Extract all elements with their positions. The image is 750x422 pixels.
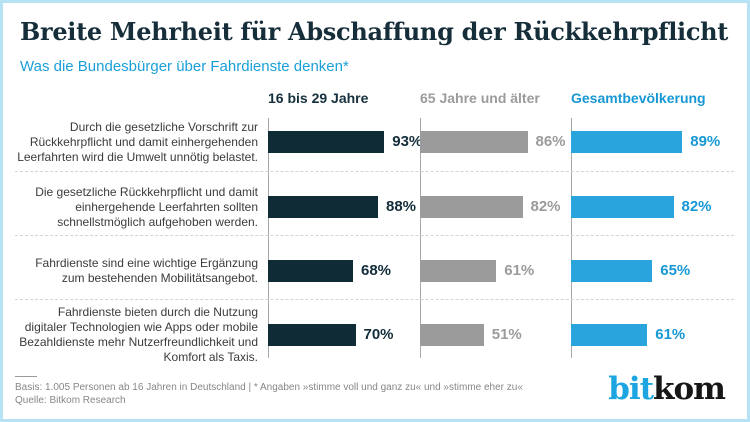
- bar-value-label: 61%: [504, 262, 535, 279]
- bar-value-label: 88%: [386, 198, 417, 215]
- column-header-gesamt: Gesamtbevölkerung: [571, 90, 706, 106]
- statement-label: Durch die gesetzliche Vorschrift zur Rüc…: [17, 119, 258, 164]
- bar-value-label: 82%: [681, 198, 712, 215]
- bar: [268, 131, 385, 153]
- axis-line: [420, 118, 421, 358]
- statement-label: Die gesetzliche Rückkehrpflicht und dami…: [35, 184, 258, 229]
- row-separator: [15, 235, 734, 236]
- bar: [420, 196, 523, 218]
- axis-line: [571, 118, 572, 358]
- row-separator: [15, 171, 734, 172]
- column-header-65-plus: 65 Jahre und älter: [420, 90, 540, 106]
- bar-value-label: 61%: [655, 326, 686, 343]
- statement-label: Fahrdienste sind eine wichtige Ergänzung…: [35, 256, 258, 285]
- bitkom-logo: bitkom: [608, 371, 726, 407]
- bar-value-label: 89%: [690, 133, 721, 150]
- bar-value-label: 68%: [361, 262, 392, 279]
- bar-value-label: 86%: [535, 133, 566, 150]
- bar: [268, 196, 378, 218]
- row-separator: [15, 299, 734, 300]
- page-subtitle: Was die Bundesbürger über Fahrdienste de…: [20, 58, 349, 75]
- bar-value-label: 70%: [363, 326, 394, 343]
- bar-value-label: 93%: [392, 133, 423, 150]
- bar: [268, 260, 353, 282]
- footer-source-note: Quelle: Bitkom Research: [15, 395, 126, 406]
- bar: [420, 260, 497, 282]
- bar-value-label: 65%: [660, 262, 691, 279]
- footer-basis-note: Basis: 1.005 Personen ab 16 Jahren in De…: [15, 382, 523, 393]
- page-title: Breite Mehrheit für Abschaffung der Rück…: [20, 17, 729, 46]
- bar: [420, 324, 484, 346]
- bar: [571, 260, 653, 282]
- column-header-16-29: 16 bis 29 Jahre: [268, 90, 369, 106]
- axis-line: [268, 118, 269, 358]
- bitkom-logo-kom: kom: [653, 371, 726, 407]
- bar: [571, 324, 648, 346]
- bitkom-logo-bit: bit: [608, 371, 654, 407]
- bar: [571, 131, 683, 153]
- bar: [420, 131, 528, 153]
- bar: [571, 196, 674, 218]
- footer-divider: [15, 376, 37, 377]
- bar-value-label: 51%: [491, 326, 522, 343]
- statement-label: Fahrdienste bieten durch die Nutzung dig…: [19, 305, 258, 364]
- bar-value-label: 82%: [530, 198, 561, 215]
- bar: [268, 324, 356, 346]
